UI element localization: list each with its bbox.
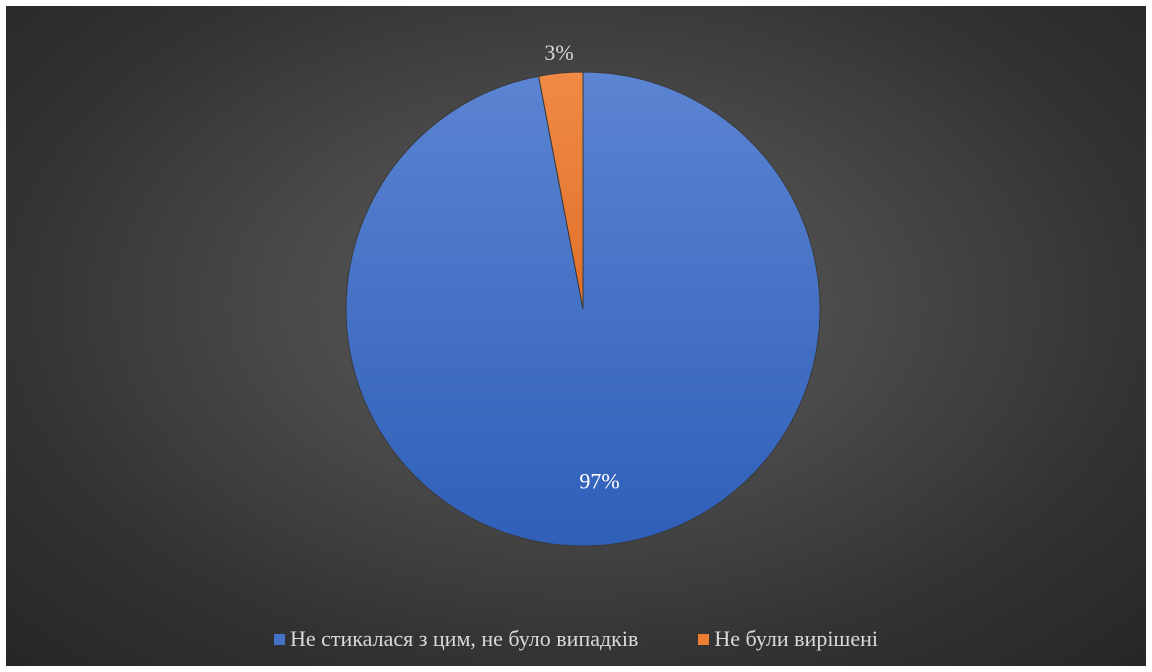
legend-swatch-orange xyxy=(698,633,710,645)
legend-label: Не були вирішені xyxy=(714,626,879,651)
legend-label: Не стикалася з цим, не було випадків xyxy=(289,626,639,651)
pie-data-label-2: 3% xyxy=(544,40,573,65)
pie-slice-2[interactable] xyxy=(538,71,584,310)
pie-slices xyxy=(345,71,821,547)
legend-item-series-1[interactable]: Не стикалася з цим, не було випадків xyxy=(273,626,639,652)
legend-item-series-2[interactable]: Не були вирішені xyxy=(698,626,878,652)
pie-data-label-1: 97% xyxy=(579,469,619,494)
pie-data-labels: 97% 3% xyxy=(544,40,619,493)
pie-chart: 97% 3% xyxy=(345,40,821,547)
chart-area: 97% 3% Не стикалася з цим, не було випадк… xyxy=(6,6,1146,666)
legend-swatch-blue xyxy=(273,633,285,645)
legend: Не стикалася з цим, не було випадків Не … xyxy=(6,626,1146,652)
